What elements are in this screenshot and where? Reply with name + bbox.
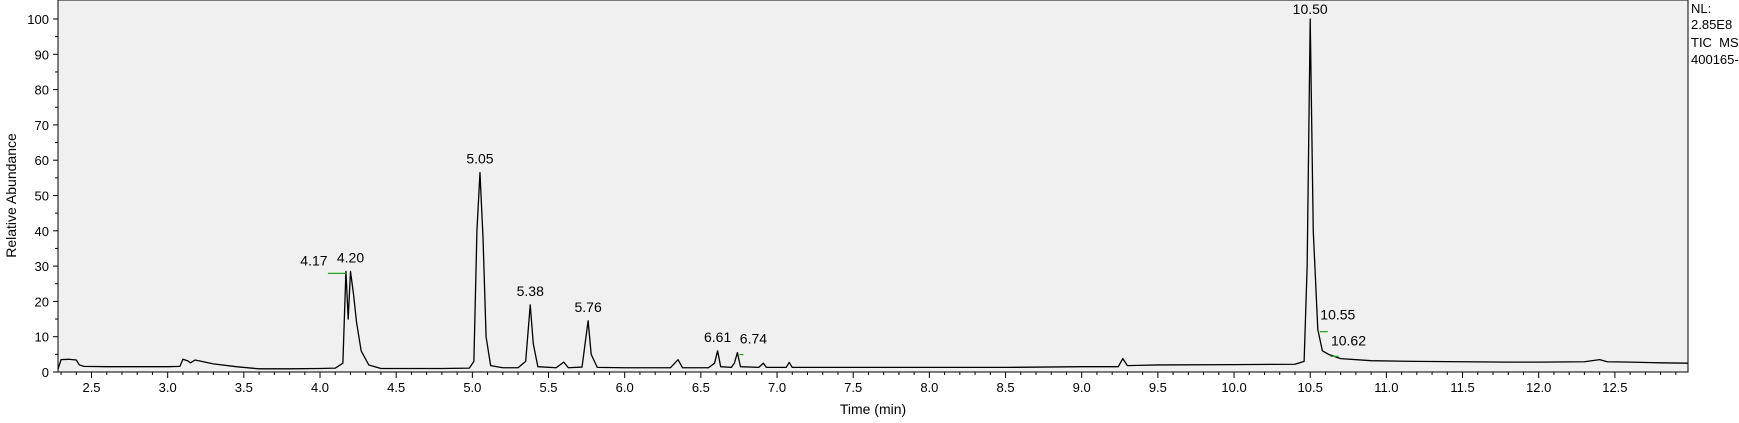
x-tick-label: 4.0 [311,380,329,395]
tic-trace-line [57,18,1689,370]
x-tick-label: 9.0 [1073,380,1091,395]
x-tick-label: 8.5 [996,380,1014,395]
peak-labels: 4.17 4.20 5.05 5.38 5.76 6.61 6.74 10.50 10.55 10… [300,1,1366,348]
y-tick-label: 70 [35,118,49,133]
peak-label-10.50: 10.50 [1293,1,1328,17]
tick-labels: 0 10 20 30 40 50 60 70 80 90 100 2.5 3.0 3.5 4.0 4.5 5.0… [27,12,1627,395]
y-tick-label: 60 [35,153,49,168]
x-tick-label: 7.5 [844,380,862,395]
peak-label-5.76: 5.76 [575,299,602,315]
y-tick-label: 40 [35,224,49,239]
x-tick-label: 5.0 [463,380,481,395]
peak-label-6.61: 6.61 [704,329,731,345]
y-tick-label: 0 [42,365,49,380]
x-tick-label: 11.5 [1450,380,1474,395]
x-tick-label: 8.0 [920,380,938,395]
y-tick-label: 10 [35,330,49,345]
x-tick-label: 9.5 [1149,380,1167,395]
x-tick-label: 3.5 [235,380,253,395]
y-tick-label: 20 [35,294,49,309]
axis-ticks [53,18,1677,378]
x-tick-label: 2.5 [82,380,100,395]
x-tick-label: 5.5 [539,380,557,395]
x-tick-label: 3.0 [159,380,177,395]
info-line-4: 400165- [1691,52,1739,67]
y-tick-label: 90 [35,47,49,62]
x-tick-label: 10.5 [1298,380,1323,395]
x-tick-label: 10.0 [1221,380,1246,395]
x-axis-title: Time (min) [840,401,906,417]
x-tick-label: 6.5 [692,380,710,395]
x-tick-label: 4.5 [387,380,405,395]
peak-label-4.17: 4.17 [300,252,327,268]
y-tick-label: 80 [35,83,49,98]
peak-label-10.62: 10.62 [1331,332,1366,348]
peak-label-5.38: 5.38 [517,283,544,299]
y-tick-label: 100 [27,12,49,27]
x-tick-label: 12.0 [1526,380,1551,395]
info-line-1: NL: [1691,1,1711,16]
x-tick-label: 6.0 [616,380,634,395]
x-tick-label: 11.0 [1374,380,1398,395]
x-tick-label: 12.5 [1602,380,1627,395]
plot-area [57,0,1689,373]
y-tick-label: 30 [35,259,49,274]
info-line-2: 2.85E8 [1691,17,1732,32]
peak-label-4.20: 4.20 [337,249,364,265]
x-tick-label: 7.0 [768,380,786,395]
peak-label-6.74: 6.74 [740,331,767,347]
info-line-3: TIC MS [1691,35,1739,50]
y-axis-title: Relative Abundance [3,133,19,258]
peak-label-10.55: 10.55 [1320,307,1355,323]
y-tick-label: 50 [35,189,49,204]
peak-label-5.05: 5.05 [466,151,493,167]
peak-leader-lines [327,272,1339,357]
